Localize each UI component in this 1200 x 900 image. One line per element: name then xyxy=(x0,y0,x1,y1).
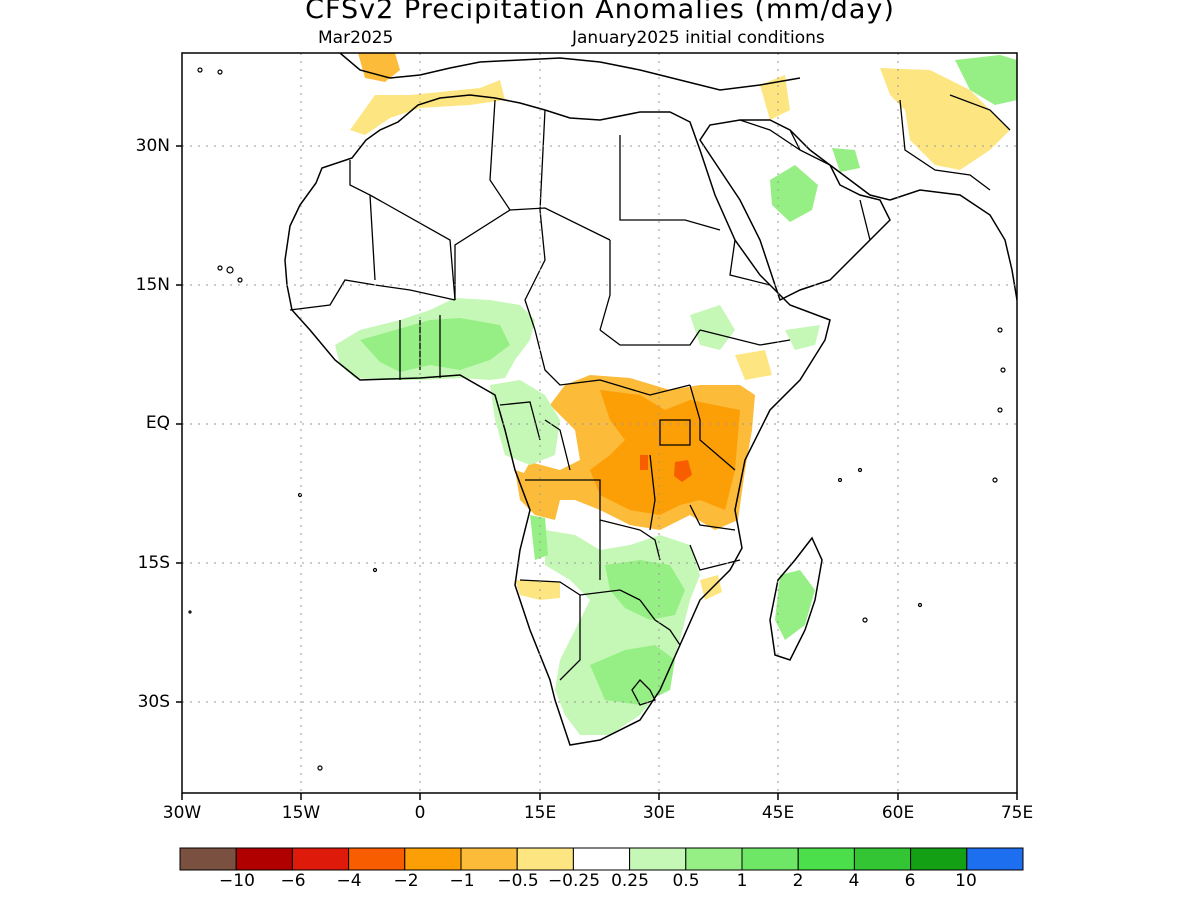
colorbar-label: 0.25 xyxy=(611,871,649,891)
colorbar-label: 10 xyxy=(955,871,977,891)
colorbar-label: −0.5 xyxy=(497,871,539,891)
anomaly-madagascar-wet xyxy=(775,570,815,640)
lat-label-eq: EQ xyxy=(145,413,170,433)
colorbar-swatch xyxy=(572,847,631,871)
lon-label-30e: 30E xyxy=(642,803,676,823)
initial-conditions: January2025 initial conditions xyxy=(572,28,825,48)
colorbar-label: −0.25 xyxy=(547,871,601,891)
anomaly-iran-dry xyxy=(880,68,1010,170)
colorbar-swatch xyxy=(348,847,406,871)
colorbar-swatch xyxy=(460,847,518,871)
lon-label-45e: 45E xyxy=(761,803,795,823)
map-content xyxy=(182,53,1017,793)
lat-lon-grid xyxy=(182,53,1017,793)
anomaly-namibia-dry xyxy=(515,580,560,600)
anomaly-arabia-wet xyxy=(770,165,818,222)
colorbar-label: 6 xyxy=(904,871,916,891)
lat-label-15n: 15N xyxy=(135,275,170,295)
anomaly-afghan-wet xyxy=(955,55,1017,105)
colorbar-swatch xyxy=(179,847,237,871)
colorbar-swatch xyxy=(235,847,293,871)
forecast-month: Mar2025 xyxy=(318,28,394,48)
colorbar-label: 0.5 xyxy=(672,871,700,891)
anomaly-iraq-wet xyxy=(832,148,860,172)
lat-label-30n: 30N xyxy=(135,136,170,156)
colorbar-label: −6 xyxy=(280,871,306,891)
anomaly-south-africa-wet xyxy=(590,645,675,705)
colorbar-label: 4 xyxy=(848,871,860,891)
anomaly-iberia-dry xyxy=(358,53,400,82)
colorbar-swatch xyxy=(966,847,1024,871)
colorbar-label: −2 xyxy=(393,871,419,891)
africa-coastline xyxy=(284,94,831,746)
country-borders xyxy=(289,94,1011,706)
colorbar-label: 2 xyxy=(792,871,804,891)
lon-label-0: 0 xyxy=(414,803,426,823)
lat-label-30s: 30S xyxy=(137,692,170,712)
anomaly-angola-wet xyxy=(530,515,548,560)
persian-gulf-coast xyxy=(829,164,891,201)
colorbar-label: 1 xyxy=(736,871,748,891)
colorbar xyxy=(179,847,1024,871)
colorbar-swatch xyxy=(629,847,687,871)
anomaly-mideast-dry xyxy=(760,75,790,120)
lon-label-75e: 75E xyxy=(1000,803,1034,823)
anomaly-congo-wet-light xyxy=(490,380,560,465)
map-frame xyxy=(181,52,1018,794)
asia-coastline xyxy=(889,189,1017,301)
colorbar-label: −1 xyxy=(449,871,475,891)
small-islands xyxy=(188,67,1006,771)
colorbar-swatch xyxy=(853,847,912,871)
anomaly-horn-wet xyxy=(690,305,735,350)
lat-label-15s: 15S xyxy=(137,553,170,573)
anomaly-angola-coast-dry xyxy=(515,470,560,520)
colorbar-swatch xyxy=(291,847,350,871)
lon-label-30w: 30W xyxy=(162,803,202,823)
arabia-coastline xyxy=(699,119,891,302)
axis-ticks xyxy=(176,145,1018,800)
anomaly-tanzania-red xyxy=(674,460,692,482)
europe-coastline xyxy=(339,53,801,91)
colorbar-label: −10 xyxy=(219,871,255,891)
madagascar-coastline xyxy=(769,536,823,661)
map-title: CFSv2 Precipitation Anomalies (mm/day) xyxy=(305,0,895,25)
anomaly-central-core-orange xyxy=(590,390,740,515)
anomaly-horn-wet-east xyxy=(785,325,820,350)
colorbar-swatch xyxy=(797,847,855,871)
colorbar-swatch xyxy=(404,847,462,871)
lon-label-15e: 15E xyxy=(523,803,557,823)
anomaly-zambia-wet xyxy=(605,560,685,620)
anomaly-west-drc-red xyxy=(640,455,648,470)
colorbar-swatch xyxy=(685,847,743,871)
anomaly-morocco-dry xyxy=(350,80,505,135)
colorbar-swatch xyxy=(516,847,574,871)
colorbar-swatch xyxy=(741,847,799,871)
colorbar-label: −4 xyxy=(336,871,362,891)
lon-label-60e: 60E xyxy=(881,803,915,823)
colorbar-swatch xyxy=(910,847,968,871)
lon-label-15w: 15W xyxy=(281,803,321,823)
anomaly-west-africa-wet-core xyxy=(360,318,510,372)
anomaly-ethiopia-dry xyxy=(735,350,772,380)
